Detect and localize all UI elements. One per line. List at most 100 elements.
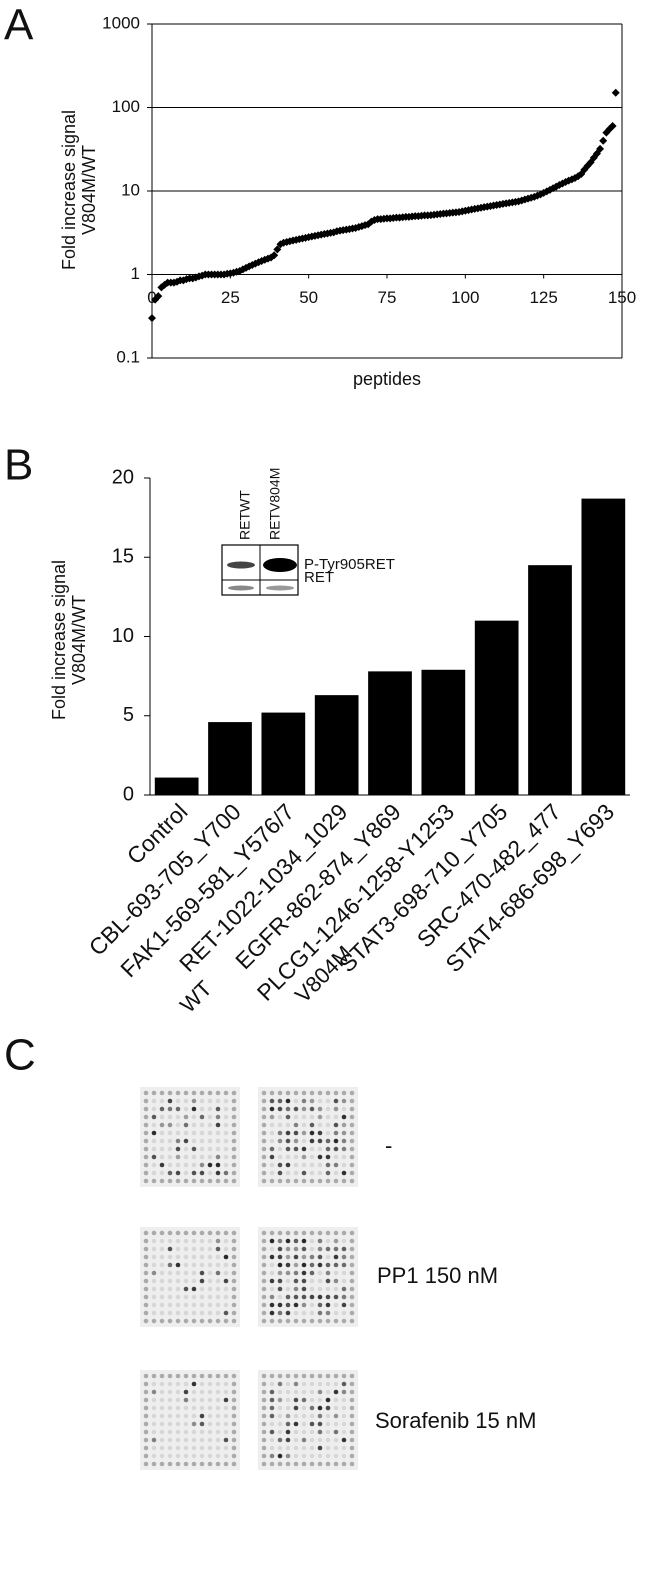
dot — [199, 1302, 205, 1308]
dot — [349, 1389, 355, 1395]
dot — [261, 1270, 267, 1276]
dot — [191, 1170, 197, 1176]
dot — [309, 1254, 315, 1260]
dot — [191, 1246, 197, 1252]
dot — [223, 1381, 229, 1387]
dot — [293, 1130, 299, 1136]
point — [267, 253, 276, 262]
dot — [333, 1246, 339, 1252]
bar — [314, 695, 359, 795]
dot — [285, 1381, 291, 1387]
dot — [183, 1098, 189, 1104]
dot — [223, 1453, 229, 1459]
dot — [207, 1294, 213, 1300]
x-tick-label: 25 — [221, 288, 240, 307]
dot — [349, 1238, 355, 1244]
dot — [301, 1170, 307, 1176]
dot — [191, 1122, 197, 1128]
dot — [325, 1178, 331, 1184]
dot — [223, 1246, 229, 1252]
dot — [183, 1230, 189, 1236]
dot — [325, 1262, 331, 1268]
dot — [143, 1445, 149, 1451]
dot — [167, 1238, 173, 1244]
dot — [199, 1453, 205, 1459]
dot — [333, 1373, 339, 1379]
dot — [215, 1162, 221, 1168]
dot — [277, 1238, 283, 1244]
dot — [191, 1090, 197, 1096]
dot — [261, 1278, 267, 1284]
dot — [223, 1270, 229, 1276]
dot — [341, 1286, 347, 1292]
dot — [301, 1138, 307, 1144]
dot — [175, 1302, 181, 1308]
dot — [293, 1286, 299, 1292]
dot — [349, 1130, 355, 1136]
dot — [261, 1130, 267, 1136]
bar — [154, 777, 199, 795]
dot — [159, 1122, 165, 1128]
dot — [293, 1262, 299, 1268]
dot — [349, 1429, 355, 1435]
dot — [207, 1254, 213, 1260]
dot — [349, 1437, 355, 1443]
dot — [301, 1246, 307, 1252]
dot — [191, 1413, 197, 1419]
dot — [151, 1397, 157, 1403]
dot — [215, 1381, 221, 1387]
dot — [309, 1405, 315, 1411]
dot — [159, 1413, 165, 1419]
dot — [349, 1461, 355, 1467]
dot — [317, 1246, 323, 1252]
dot — [231, 1146, 237, 1152]
dot — [277, 1254, 283, 1260]
dot — [191, 1286, 197, 1292]
dot — [191, 1162, 197, 1168]
dot — [309, 1302, 315, 1308]
dot — [341, 1405, 347, 1411]
dot — [223, 1238, 229, 1244]
dot — [175, 1429, 181, 1435]
dot — [261, 1098, 267, 1104]
dot — [215, 1373, 221, 1379]
dot — [207, 1270, 213, 1276]
dot — [223, 1413, 229, 1419]
y-axis-label: V804M/WT — [69, 595, 89, 685]
dot — [223, 1389, 229, 1395]
dot — [191, 1445, 197, 1451]
x-tick-label: 125 — [529, 288, 557, 307]
dot — [167, 1373, 173, 1379]
dot — [223, 1138, 229, 1144]
dot — [215, 1429, 221, 1435]
dot — [199, 1170, 205, 1176]
dot — [309, 1421, 315, 1427]
dot — [207, 1238, 213, 1244]
dot — [215, 1389, 221, 1395]
dot — [277, 1294, 283, 1300]
dot — [325, 1421, 331, 1427]
dot — [285, 1373, 291, 1379]
dot — [167, 1170, 173, 1176]
dot — [183, 1373, 189, 1379]
dot — [317, 1238, 323, 1244]
dot — [207, 1318, 213, 1324]
dot — [293, 1278, 299, 1284]
dot — [199, 1138, 205, 1144]
dot — [223, 1090, 229, 1096]
dot — [183, 1262, 189, 1268]
dot — [325, 1138, 331, 1144]
dot — [175, 1397, 181, 1403]
dot — [167, 1318, 173, 1324]
dot — [175, 1098, 181, 1104]
dot — [199, 1381, 205, 1387]
dot — [277, 1302, 283, 1308]
dot — [349, 1310, 355, 1316]
dot — [285, 1138, 291, 1144]
dot — [183, 1278, 189, 1284]
dot — [223, 1278, 229, 1284]
dot — [277, 1262, 283, 1268]
dot — [207, 1405, 213, 1411]
dot — [151, 1437, 157, 1443]
dot — [285, 1146, 291, 1152]
